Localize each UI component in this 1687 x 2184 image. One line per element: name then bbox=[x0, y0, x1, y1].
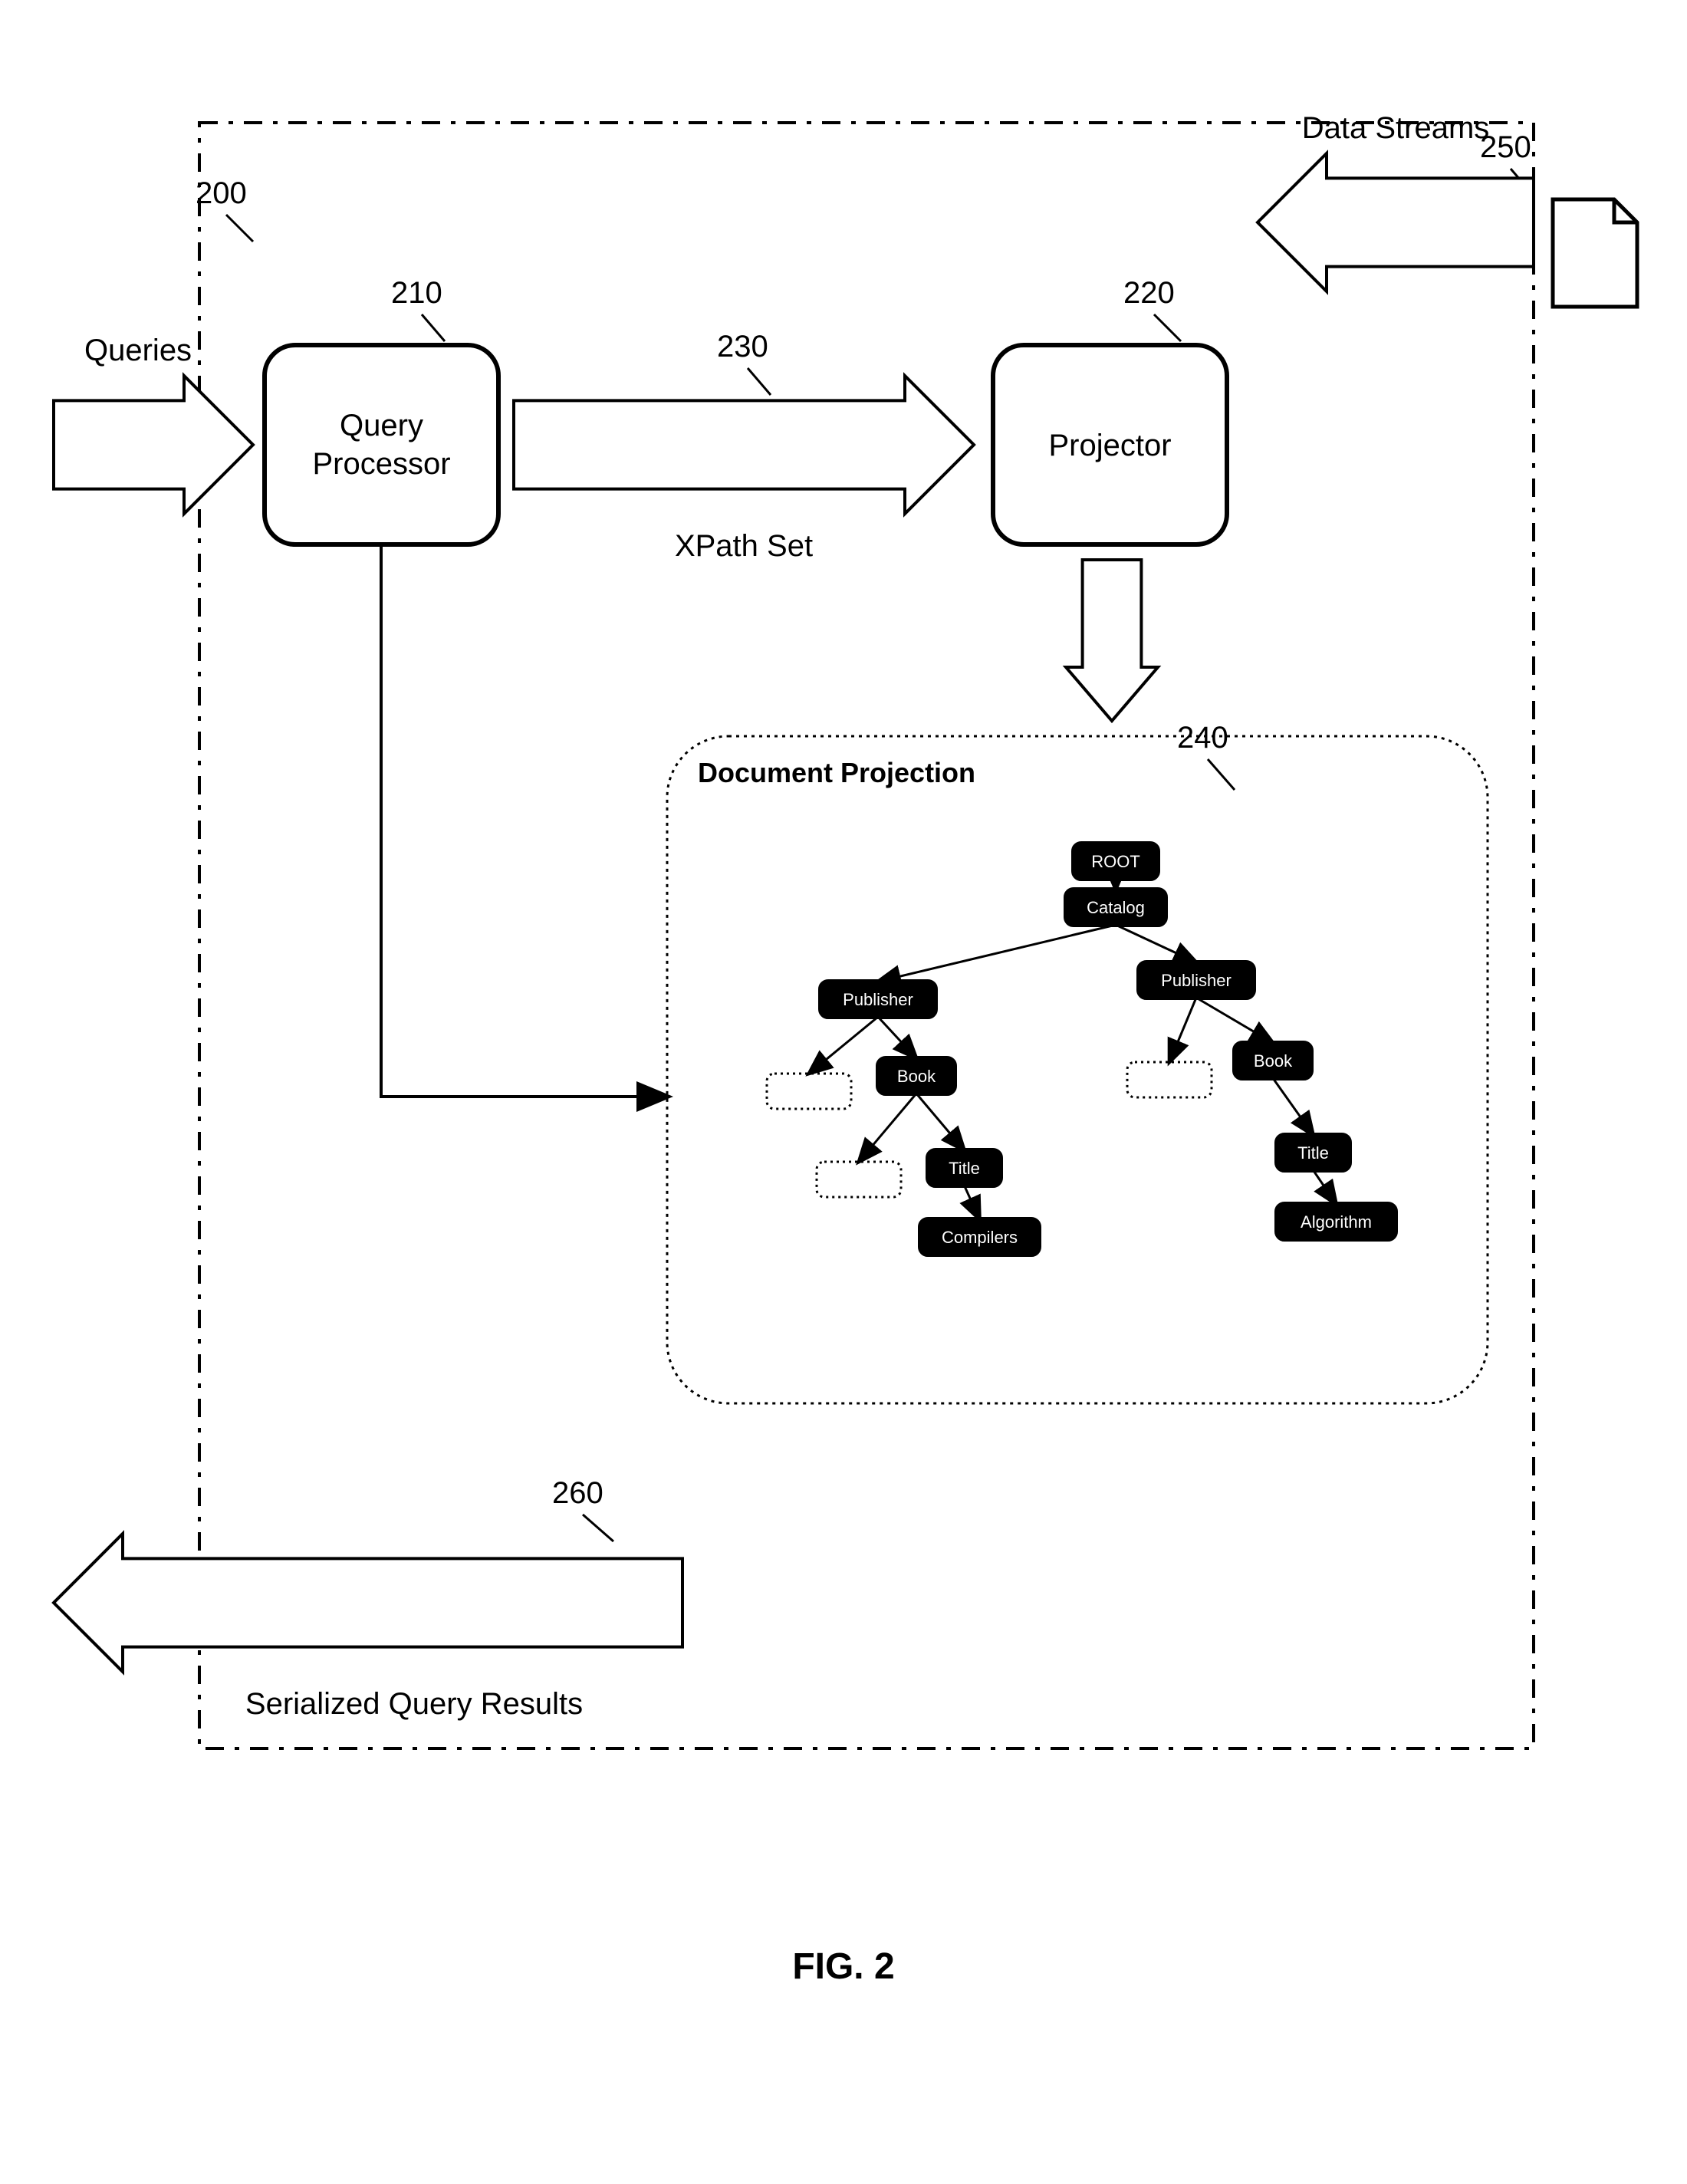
ref-num-xpath: 230 bbox=[717, 330, 768, 363]
tree-node-g1 bbox=[767, 1074, 851, 1109]
projector-label: Projector bbox=[1048, 429, 1171, 462]
tree-edge bbox=[859, 1094, 916, 1162]
doc-projection-container bbox=[667, 736, 1488, 1403]
tree-node-label-pub1: Publisher bbox=[843, 990, 913, 1009]
ref-num-projector: 220 bbox=[1123, 276, 1175, 310]
tree-node-label-title1: Title bbox=[949, 1159, 980, 1178]
tree-node-label-algorithm: Algorithm bbox=[1301, 1212, 1372, 1232]
tree-node-g2 bbox=[1127, 1062, 1212, 1097]
query-processor-block bbox=[265, 345, 498, 544]
ref-tick-docproj bbox=[1208, 759, 1235, 790]
tree-node-label-title2: Title bbox=[1297, 1143, 1329, 1163]
tree-edge bbox=[878, 925, 1116, 982]
query-processor-label-1: Query bbox=[340, 409, 423, 442]
tree-edge bbox=[1196, 998, 1273, 1043]
tree-edge bbox=[965, 1186, 980, 1219]
tree-edge bbox=[1273, 1078, 1314, 1135]
ref-num-queries: 200 bbox=[196, 176, 247, 210]
tree-edge bbox=[878, 1017, 916, 1058]
qp-to-docproj-line bbox=[381, 544, 667, 1097]
ref-tick-queries bbox=[226, 215, 253, 242]
tree-node-label-root: ROOT bbox=[1091, 852, 1140, 871]
ref-tick-xpath bbox=[748, 368, 771, 395]
ref-num-results: 260 bbox=[552, 1476, 603, 1510]
tree-edge bbox=[1314, 1170, 1337, 1204]
tree-node-label-book2: Book bbox=[1254, 1051, 1293, 1071]
results-arrow bbox=[54, 1534, 682, 1672]
ref-tick-projector bbox=[1154, 314, 1181, 341]
tree-node-g3 bbox=[817, 1162, 901, 1197]
queries-arrow bbox=[54, 376, 253, 514]
xpath-set-arrow bbox=[514, 376, 974, 514]
ref-tick-qp bbox=[422, 314, 445, 341]
tree-edge bbox=[1169, 998, 1196, 1062]
tree-node-label-compilers: Compilers bbox=[942, 1228, 1018, 1247]
document-icon bbox=[1553, 199, 1637, 307]
ref-num-docproj: 240 bbox=[1177, 721, 1228, 755]
data-streams-label: Data Streams bbox=[1302, 111, 1490, 145]
tree-node-label-catalog: Catalog bbox=[1087, 898, 1145, 917]
tree-edge bbox=[809, 1017, 878, 1074]
data-streams-arrow bbox=[1258, 153, 1534, 291]
figure-caption: FIG. 2 bbox=[792, 1946, 894, 1987]
query-processor-label-2: Processor bbox=[312, 447, 450, 481]
tree-node-label-pub2: Publisher bbox=[1161, 971, 1232, 990]
ref-tick-results bbox=[583, 1515, 613, 1541]
tree-node-label-book1: Book bbox=[897, 1067, 936, 1086]
results-label: Serialized Query Results bbox=[245, 1687, 583, 1721]
projector-to-dp-arrow bbox=[1066, 560, 1158, 721]
doc-projection-title: Document Projection bbox=[698, 757, 975, 788]
queries-label: Queries bbox=[84, 334, 192, 367]
xpath-set-label: XPath Set bbox=[675, 529, 813, 563]
ref-num-qp: 210 bbox=[391, 276, 442, 310]
tree-edge bbox=[1116, 925, 1196, 962]
tree-edge bbox=[916, 1094, 965, 1150]
